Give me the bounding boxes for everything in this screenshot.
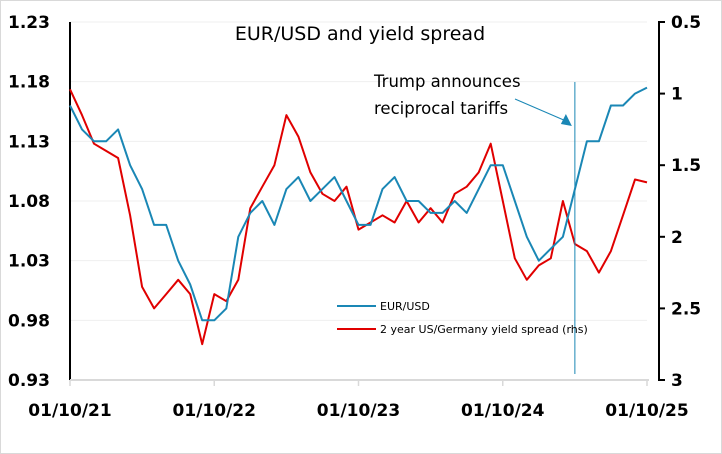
legend-label-spread: 2 year US/Germany yield spread (rhs): [380, 323, 588, 336]
annotation-line1: Trump announces: [373, 72, 521, 91]
x-axis-tick-label: 01/10/24: [461, 401, 545, 421]
legend-label-eurusd: EUR/USD: [380, 300, 430, 313]
left-axis-tick-label: 0.98: [8, 311, 50, 331]
chart-title: EUR/USD and yield spread: [235, 23, 485, 45]
right-axis-tick-label: 2.5: [671, 299, 701, 319]
right-axis-tick-label: 3: [671, 371, 683, 391]
x-axis-tick-label: 01/10/21: [28, 401, 111, 421]
left-axis-tick-label: 1.03: [8, 252, 50, 272]
left-axis-tick-label: 1.23: [8, 13, 50, 33]
left-axis-tick-label: 1.08: [8, 192, 50, 212]
annotation-arrow-line: [514, 98, 567, 122]
left-axis-tick-label: 1.18: [8, 73, 50, 93]
right-axis-tick-label: 1: [671, 85, 683, 105]
tick-labels: 0.93 0.98 1.03 1.08 1.13 1.18 1.23 0.5 1 1.5 2 2.5 3…: [8, 13, 701, 421]
axes: [69, 21, 665, 386]
left-axis-tick-label: 0.93: [8, 371, 50, 391]
annotation-arrowhead: [560, 114, 572, 126]
x-axis-tick-label: 01/10/22: [173, 401, 256, 421]
series-lines: [69, 86, 648, 346]
series-line-yield-spread: [69, 88, 648, 346]
gridlines: [70, 21, 647, 321]
left-axis-tick-label: 1.13: [8, 132, 50, 152]
series-line-eurusd: [69, 86, 648, 322]
right-axis-tick-label: 2: [671, 228, 683, 248]
legend: EUR/USD 2 year US/Germany yield spread (…: [337, 300, 588, 336]
right-axis-tick-label: 1.5: [671, 156, 701, 176]
x-axis-tick-label: 01/10/23: [317, 401, 400, 421]
right-axis-tick-label: 0.5: [671, 13, 701, 33]
annotation-marks: [514, 82, 576, 374]
annotation-line2: reciprocal tariffs: [374, 99, 508, 118]
x-axis-tick-label: 01/10/25: [605, 401, 688, 421]
